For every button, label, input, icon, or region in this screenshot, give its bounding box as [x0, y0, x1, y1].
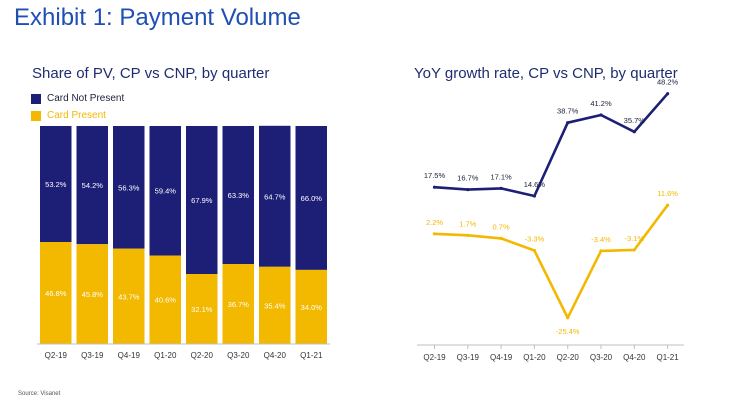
data-label-cp-Q4-19: 0.7% — [493, 222, 510, 231]
x-tick-label-Q3-19: Q3-19 — [457, 353, 480, 362]
legend-swatch-cp — [31, 110, 41, 121]
point-cnp-Q1-20 — [532, 194, 537, 198]
data-label-cnp-Q1-20: 59.4% — [155, 187, 177, 196]
data-label-cp-Q2-19: 46.8% — [45, 289, 67, 298]
point-cnp-Q1-21 — [666, 92, 670, 96]
point-cp-Q4-19 — [499, 236, 503, 240]
point-cp-Q1-21 — [666, 203, 670, 207]
data-label-cnp-Q2-19: 53.2% — [45, 180, 67, 189]
data-label-cnp-Q3-20: 63.3% — [228, 191, 250, 200]
bar-cnp-Q3-20 — [222, 126, 254, 264]
point-cnp-Q4-19 — [499, 186, 503, 190]
series-line-cnp — [434, 92, 669, 198]
bar-cp-Q2-20 — [186, 274, 218, 344]
x-tick-label-Q4-19: Q4-19 — [118, 351, 141, 360]
data-label-cp-Q4-20: 35.4% — [264, 301, 286, 310]
bar-cp-Q4-19 — [113, 248, 145, 344]
x-tick-label-Q1-20: Q1-20 — [154, 351, 177, 360]
legend-item-cnp: Card Not Present — [31, 90, 124, 107]
bar-cp-Q3-19 — [76, 244, 108, 344]
data-label-cnp-Q4-19: 17.1% — [490, 172, 512, 181]
legend-item-cp: Card Present — [31, 107, 124, 124]
data-label-cp-Q1-20: -3.3% — [525, 235, 545, 244]
data-label-cp-Q1-21: 11.6% — [657, 189, 678, 198]
bar-cnp-Q2-19 — [40, 126, 72, 242]
point-cp-Q4-20 — [632, 248, 636, 252]
data-label-cnp-Q4-20: 35.7% — [624, 116, 646, 125]
bar-cp-Q4-20 — [259, 266, 291, 344]
point-cnp-Q4-20 — [632, 130, 636, 134]
data-label-cp-Q2-19: 2.2% — [426, 218, 443, 227]
data-label-cnp-Q1-21: 48.2% — [657, 78, 679, 87]
x-tick-label-Q2-20: Q2-20 — [191, 351, 214, 360]
x-tick-label-Q2-20: Q2-20 — [557, 353, 580, 362]
data-label-cp-Q3-19: 45.8% — [82, 290, 104, 299]
x-tick-label-Q4-20: Q4-20 — [264, 351, 287, 360]
data-label-cnp-Q2-20: 67.9% — [191, 196, 213, 205]
data-label-cnp-Q3-20: 41.2% — [590, 99, 612, 108]
data-label-cp-Q4-19: 43.7% — [118, 292, 140, 301]
bar-cnp-Q4-20 — [259, 125, 291, 267]
point-cnp-Q2-20 — [566, 121, 570, 125]
legend-swatch-cnp — [31, 93, 41, 104]
data-label-cnp-Q2-20: 38.7% — [557, 107, 579, 116]
data-label-cp-Q3-20: -3.4% — [591, 235, 611, 244]
legend-label-cnp: Card Not Present — [47, 93, 125, 104]
point-cnp-Q3-20 — [599, 113, 603, 117]
x-tick-label-Q3-19: Q3-19 — [81, 351, 104, 360]
bar-cp-Q2-19 — [40, 242, 72, 344]
series-line-cp — [434, 204, 669, 320]
x-tick-label-Q3-20: Q3-20 — [227, 351, 250, 360]
data-label-cp-Q2-20: 32.1% — [191, 305, 213, 314]
point-cnp-Q2-19 — [432, 185, 437, 189]
bar-cnp-Q3-19 — [76, 126, 108, 245]
x-tick-label-Q2-19: Q2-19 — [423, 353, 446, 362]
legend-label-cp: Card Present — [47, 110, 106, 121]
data-label-cnp-Q4-20: 64.7% — [264, 192, 286, 201]
x-tick-label-Q3-20: Q3-20 — [590, 353, 613, 362]
data-label-cnp-Q3-19: 54.2% — [82, 181, 104, 190]
bar-cp-Q1-21 — [295, 269, 327, 344]
share-chart-title: Share of PV, CP vs CNP, by quarter — [32, 65, 270, 82]
point-cnp-Q3-19 — [466, 188, 470, 192]
point-cp-Q1-20 — [532, 248, 537, 253]
x-tick-label-Q4-20: Q4-20 — [623, 353, 646, 362]
source-note: Source: Visanet — [18, 391, 61, 397]
data-label-cp-Q3-20: 36.7% — [228, 300, 250, 309]
growth-chart-title: YoY growth rate, CP vs CNP, by quarter — [414, 65, 678, 82]
data-label-cp-Q3-19: 1.7% — [459, 219, 476, 228]
x-tick-label-Q1-20: Q1-20 — [523, 353, 546, 362]
x-tick-label-Q1-21: Q1-21 — [300, 351, 323, 360]
x-tick-label-Q4-19: Q4-19 — [490, 353, 513, 362]
x-tick-label-Q2-19: Q2-19 — [45, 351, 68, 360]
data-label-cnp-Q4-19: 56.3% — [118, 183, 140, 192]
bar-cnp-Q4-19 — [113, 126, 145, 249]
data-label-cp-Q1-21: 34.0% — [301, 303, 323, 312]
data-label-cp-Q2-20: -25.4% — [556, 327, 580, 336]
bar-cnp-Q2-20 — [186, 126, 218, 274]
data-label-cnp-Q1-20: 14.6% — [524, 180, 546, 189]
data-label-cp-Q4-20: -3.1% — [625, 234, 645, 243]
point-cp-Q2-19 — [432, 232, 437, 236]
x-tick-label-Q1-21: Q1-21 — [656, 353, 679, 362]
bar-cnp-Q1-21 — [295, 126, 327, 270]
data-label-cnp-Q2-19: 17.5% — [424, 171, 446, 180]
bar-cp-Q3-20 — [222, 264, 254, 344]
point-cp-Q3-20 — [599, 249, 603, 253]
data-label-cnp-Q3-19: 16.7% — [457, 174, 479, 183]
point-cp-Q2-20 — [566, 316, 570, 320]
bar-cnp-Q1-20 — [149, 126, 181, 256]
data-label-cp-Q1-20: 40.6% — [155, 296, 177, 305]
share-chart-legend: Card Not Present Card Present — [31, 90, 124, 124]
point-cp-Q3-19 — [466, 233, 470, 237]
page-title: Exhibit 1: Payment Volume — [14, 4, 301, 31]
bar-cp-Q1-20 — [149, 255, 181, 344]
data-label-cnp-Q1-21: 66.0% — [301, 194, 323, 203]
